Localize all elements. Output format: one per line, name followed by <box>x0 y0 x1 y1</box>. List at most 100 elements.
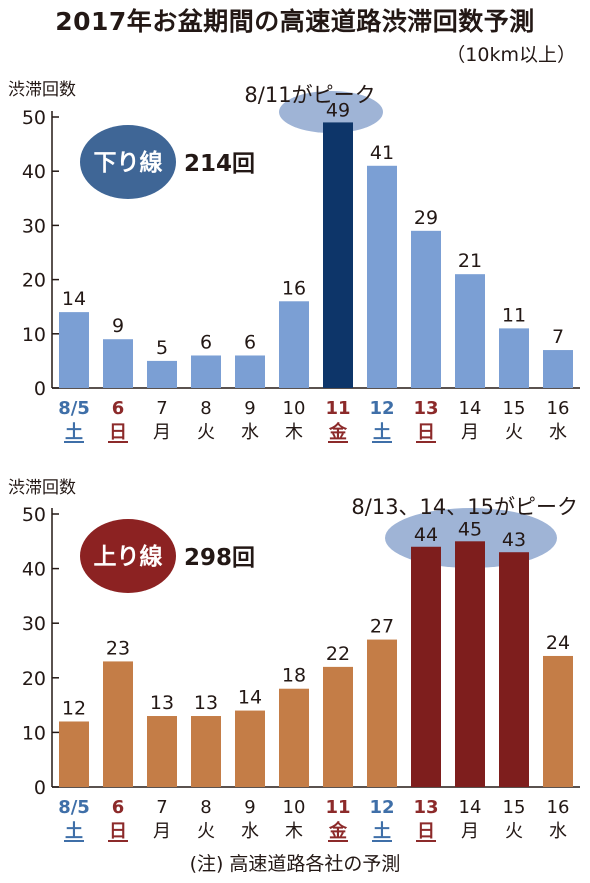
bar <box>323 666 353 787</box>
bar-value-label: 24 <box>546 632 570 654</box>
bar <box>543 350 573 388</box>
x-date-label: 8/5 <box>58 797 90 818</box>
x-weekday-label: 月 <box>461 821 479 842</box>
total-count-label: 298回 <box>184 545 255 571</box>
x-date-label: 13 <box>413 398 438 419</box>
x-date-label: 13 <box>413 797 438 818</box>
x-weekday-label: 火 <box>197 821 215 842</box>
x-weekday-label: 木 <box>285 422 303 443</box>
bar <box>279 301 309 388</box>
bar-value-label: 12 <box>62 697 86 719</box>
bar-value-label: 14 <box>62 288 86 310</box>
y-tick-label: 20 <box>22 270 46 292</box>
y-tick-label: 30 <box>22 215 46 237</box>
bar <box>59 721 89 787</box>
bar <box>103 339 133 388</box>
x-date-label: 11 <box>325 797 350 818</box>
x-date-label: 8/5 <box>58 398 90 419</box>
x-weekday-label: 月 <box>153 422 171 443</box>
x-date-label: 9 <box>244 797 255 818</box>
bar <box>411 546 441 787</box>
x-weekday-label: 水 <box>241 821 259 842</box>
x-date-label: 12 <box>369 797 394 818</box>
direction-badge-label: 下り線 <box>94 149 163 176</box>
x-weekday-label: 日 <box>109 821 127 842</box>
bar-value-label: 5 <box>156 337 168 359</box>
x-date-label: 14 <box>459 797 482 818</box>
bar <box>103 661 133 787</box>
bar-value-label: 49 <box>326 99 350 121</box>
bar <box>147 716 177 787</box>
y-tick-label: 20 <box>22 668 46 690</box>
y-tick-label: 50 <box>22 504 46 526</box>
x-weekday-label: 火 <box>505 821 523 842</box>
bar-value-label: 18 <box>282 665 306 687</box>
x-weekday-label: 土 <box>373 821 391 842</box>
x-weekday-label: 火 <box>505 422 523 443</box>
bar <box>543 655 573 787</box>
x-date-label: 10 <box>283 398 306 419</box>
x-weekday-label: 水 <box>241 422 259 443</box>
x-date-label: 11 <box>325 398 350 419</box>
bar-value-label: 13 <box>194 692 218 714</box>
bar <box>411 230 441 388</box>
bar-value-label: 22 <box>326 643 350 665</box>
y-tick-label: 40 <box>22 559 46 581</box>
bar <box>323 122 353 389</box>
bar-value-label: 6 <box>244 331 256 353</box>
x-date-label: 16 <box>547 398 570 419</box>
x-weekday-label: 土 <box>65 821 83 842</box>
y-tick-label: 10 <box>22 722 46 744</box>
y-tick-label: 40 <box>22 161 46 183</box>
direction-badge-label: 上り線 <box>94 543 163 570</box>
y-tick-label: 0 <box>34 378 46 400</box>
direction-badge <box>80 125 176 199</box>
bar <box>279 688 309 787</box>
y-tick-label: 30 <box>22 613 46 635</box>
x-date-label: 16 <box>547 797 570 818</box>
chart-down: 8/11がピーク 渋滞回数 0 10 20 30 40 50 14 8/5 土 9 6 日 5 7 月 6 8 火 6 9… <box>8 80 580 443</box>
x-weekday-label: 金 <box>328 820 348 842</box>
x-weekday-label: 火 <box>197 422 215 443</box>
x-date-label: 6 <box>112 797 125 818</box>
x-weekday-label: 水 <box>549 821 567 842</box>
x-date-label: 8 <box>200 398 211 419</box>
y-axis-label: 渋滞回数 <box>8 80 76 100</box>
peak-annotation: 8/13、14、15がピーク <box>351 495 578 519</box>
bar <box>455 274 485 388</box>
x-date-label: 15 <box>503 797 526 818</box>
bar-value-label: 6 <box>200 331 212 353</box>
x-date-label: 14 <box>459 398 482 419</box>
x-weekday-label: 水 <box>549 422 567 443</box>
peak-annotation: 8/11がピーク <box>244 83 375 107</box>
x-date-label: 7 <box>156 797 167 818</box>
footnote: (注) 高速道路各社の予測 <box>189 853 401 875</box>
bar-value-label: 41 <box>370 142 394 164</box>
bar <box>367 165 397 388</box>
x-weekday-label: 日 <box>417 422 435 443</box>
x-weekday-label: 月 <box>461 422 479 443</box>
bar-value-label: 23 <box>106 637 130 659</box>
bar <box>235 710 265 787</box>
x-weekday-label: 木 <box>285 821 303 842</box>
bar-value-label: 45 <box>458 518 482 540</box>
x-date-label: 7 <box>156 398 167 419</box>
bar-value-label: 9 <box>112 315 124 337</box>
bar-value-label: 7 <box>552 326 564 348</box>
bar <box>455 541 485 787</box>
bar-value-label: 44 <box>414 524 438 546</box>
x-weekday-label: 金 <box>328 421 348 443</box>
bar <box>147 360 177 388</box>
bar <box>499 552 529 787</box>
bar <box>499 328 529 388</box>
bar <box>367 639 397 787</box>
bar-value-label: 11 <box>502 304 526 326</box>
bar <box>191 355 221 388</box>
bar <box>59 312 89 388</box>
x-date-label: 6 <box>112 398 125 419</box>
x-weekday-label: 日 <box>417 821 435 842</box>
x-weekday-label: 月 <box>153 821 171 842</box>
x-date-label: 10 <box>283 797 306 818</box>
x-weekday-label: 土 <box>65 422 83 443</box>
total-count-label: 214回 <box>184 151 255 177</box>
